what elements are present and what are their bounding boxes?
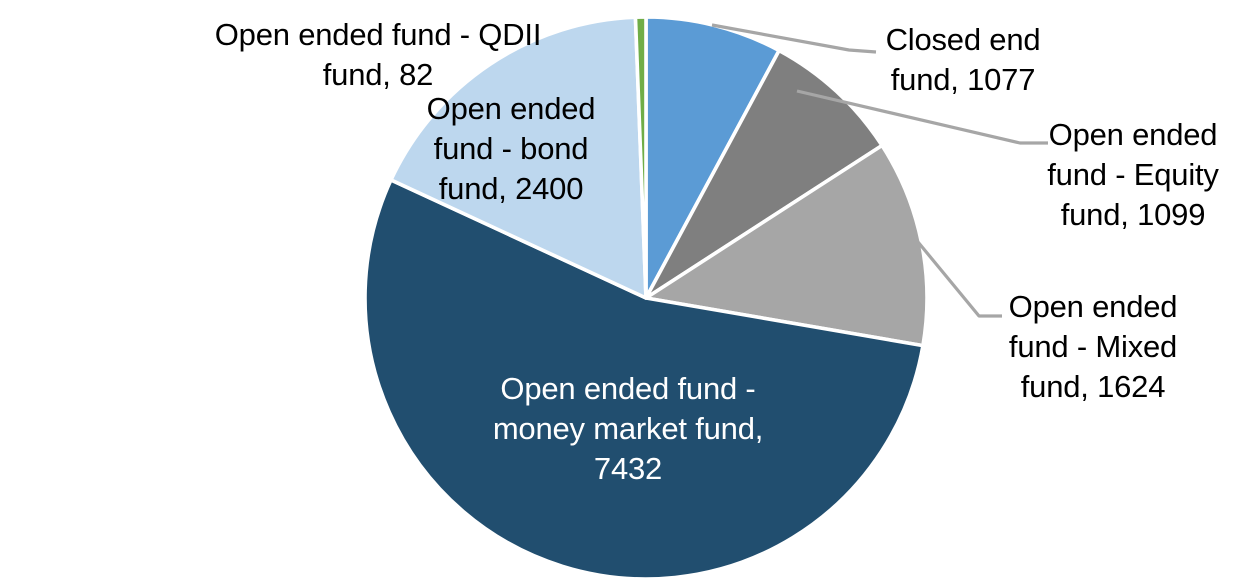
leader-line-equity: [796, 89, 1048, 145]
label-line: fund - bond: [433, 131, 589, 166]
label-line: fund - Mixed: [1008, 329, 1178, 364]
pie-slice-open-ended-fund-equity: [644, 48, 884, 300]
label-line: money market fund,: [492, 411, 764, 446]
label-line: fund, 82: [322, 57, 434, 92]
label-line: Open ended: [1008, 289, 1178, 324]
leader-line-mixed: [916, 240, 1002, 318]
pie-slice-open-ended-fund-bond: [389, 15, 648, 300]
data-label-equity-fund: Open ended fund - Equity fund, 1099: [1047, 115, 1219, 235]
label-line: Closed end: [885, 22, 1041, 57]
label-line: Open ended fund - QDII: [214, 17, 542, 52]
data-label-closed-end-fund: Closed end fund, 1077: [886, 20, 1041, 100]
pie-slices: [363, 15, 929, 581]
data-label-bond-fund: Open ended fund - bond fund, 2400: [427, 89, 596, 209]
pie-slice-open-ended-fund-mixed: [644, 143, 929, 348]
label-line: 7432: [593, 451, 663, 486]
label-line: Open ended: [1048, 117, 1218, 152]
label-line: fund, 1077: [890, 62, 1036, 97]
label-line: Open ended fund -: [500, 371, 756, 406]
leader-lines: [711, 23, 1048, 318]
leader-line-closed_end: [711, 23, 877, 54]
pie-slice-open-ended-fund-money-market: [363, 178, 925, 581]
data-label-money-market-fund: Open ended fund - money market fund, 743…: [492, 369, 764, 489]
label-line: fund - Equity: [1047, 157, 1219, 192]
label-line: Open ended: [426, 91, 596, 126]
pie-slice-open-ended-fund-qdii: [633, 15, 648, 300]
label-line: fund, 1624: [1020, 369, 1166, 404]
data-label-qdii-fund: Open ended fund - QDII fund, 82: [214, 15, 542, 95]
label-line: fund, 2400: [438, 171, 584, 206]
data-label-mixed-fund: Open ended fund - Mixed fund, 1624: [1009, 287, 1178, 407]
label-line: fund, 1099: [1060, 197, 1206, 232]
